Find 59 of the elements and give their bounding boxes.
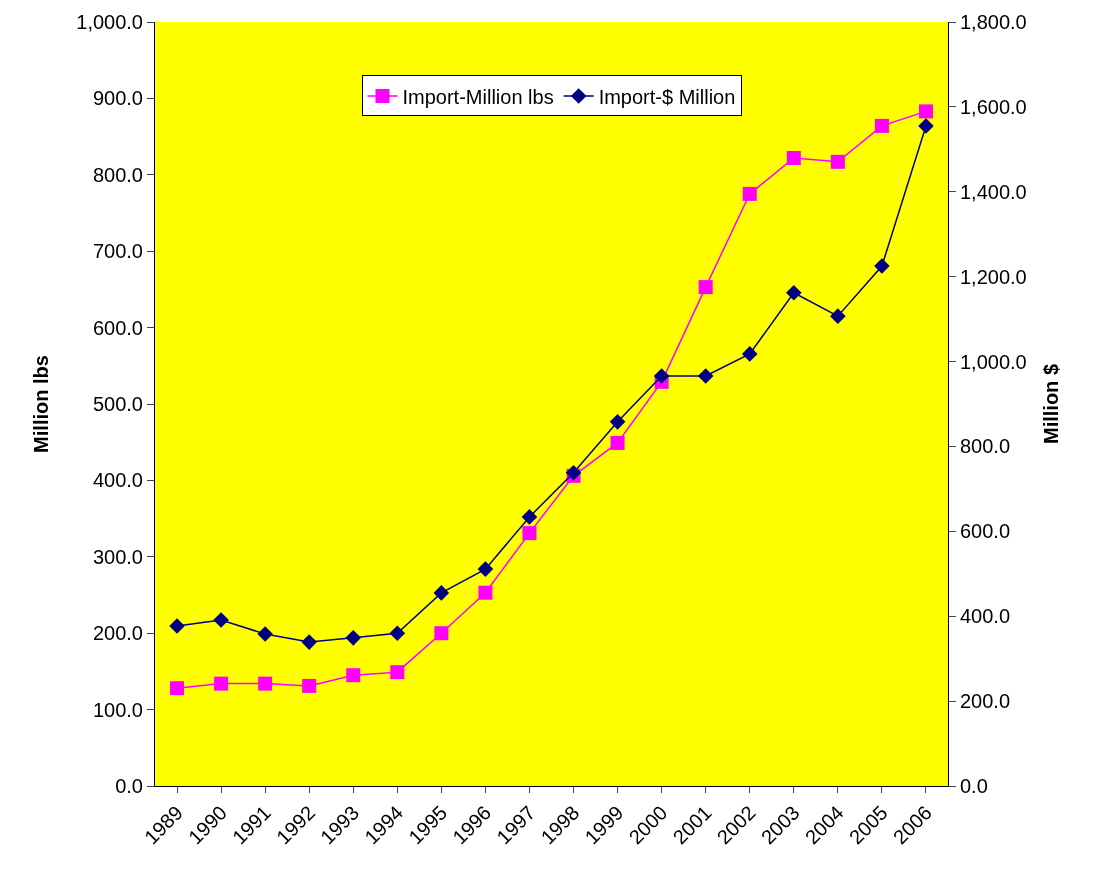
y2-tick-label: 1,000.0 [960, 350, 1027, 373]
point [697, 368, 714, 384]
point [522, 526, 537, 541]
point [653, 368, 670, 384]
y-tick-label: 500.0 [92, 393, 143, 415]
point [610, 435, 625, 450]
y2-tick-label: 1,200.0 [960, 265, 1027, 288]
point [741, 346, 758, 362]
point [609, 414, 626, 430]
y2-tick-label: 800.0 [960, 435, 1011, 458]
point [786, 285, 802, 301]
point [874, 118, 889, 133]
point [918, 118, 934, 134]
point [698, 280, 713, 295]
point [170, 681, 185, 696]
point [830, 308, 846, 324]
point [390, 665, 405, 680]
point [169, 618, 185, 634]
y-tick-label: 800.0 [92, 163, 143, 186]
point [301, 634, 317, 650]
point [742, 186, 757, 201]
point [345, 630, 362, 646]
y2-tick-label: 1,600.0 [960, 95, 1027, 118]
y-tick-label: 300.0 [92, 545, 143, 568]
y-tick-label: 0.0 [115, 775, 143, 797]
point [214, 676, 229, 691]
y-tick-label: 100.0 [92, 698, 143, 721]
y-tick-label: 400.0 [92, 469, 143, 492]
point [346, 668, 361, 683]
point [565, 464, 582, 481]
point [213, 612, 229, 628]
y2-tick-label: 1,400.0 [960, 180, 1027, 203]
y2-tick-label: 400.0 [960, 605, 1011, 628]
point [478, 585, 493, 600]
point [830, 154, 845, 169]
y2-axis-title: Million $ [1040, 364, 1063, 444]
point [786, 150, 801, 165]
y-tick-label: 900.0 [92, 87, 143, 110]
point [257, 626, 273, 642]
point [389, 625, 406, 641]
y-tick-label: 700.0 [92, 240, 143, 263]
legend-label: Import-$ Million [598, 85, 736, 108]
point [302, 678, 317, 693]
y2-tick-label: 1,800.0 [960, 11, 1027, 33]
y-axis-title: Million lbs [29, 355, 52, 453]
y-tick-label: 200.0 [92, 622, 143, 645]
legend-label: Import-Million lbs [402, 85, 554, 108]
point [258, 676, 273, 691]
y2-tick-label: 600.0 [960, 520, 1011, 543]
point [874, 258, 890, 274]
point [521, 509, 538, 525]
point [434, 626, 449, 641]
y2-tick-label: 0.0 [960, 775, 988, 797]
point [433, 585, 450, 601]
y-tick-label: 600.0 [92, 316, 143, 339]
y-tick-label: 1,000.0 [76, 11, 143, 33]
point [477, 561, 494, 577]
point [918, 104, 933, 119]
y2-tick-label: 200.0 [960, 690, 1011, 713]
